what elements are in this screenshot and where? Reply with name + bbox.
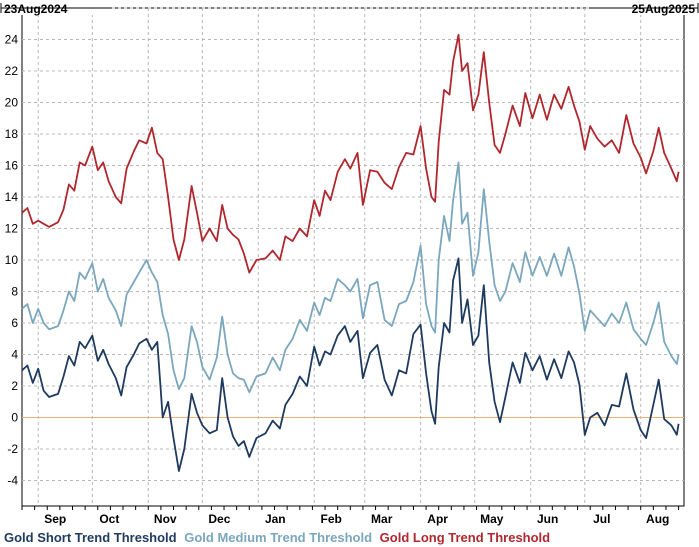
y-tick-label: 2 xyxy=(11,379,18,393)
y-tick-label: 12 xyxy=(5,222,19,236)
series-layer xyxy=(21,33,680,472)
x-tick-label: Dec xyxy=(208,512,230,526)
y-tick-label: 6 xyxy=(11,316,18,330)
legend-entry-long: Gold Long Trend Threshold xyxy=(379,530,551,545)
grid xyxy=(21,7,685,507)
y-tick-label: 8 xyxy=(11,285,18,299)
y-tick-label: 22 xyxy=(5,64,19,78)
legend-entry-medium: Gold Medium Trend Threshold xyxy=(184,530,373,545)
x-tick-label: Jun xyxy=(537,512,558,526)
series-line-short xyxy=(21,257,680,472)
series-line-long xyxy=(21,33,680,274)
y-tick-label: 16 xyxy=(5,159,19,173)
y-tick-label: 24 xyxy=(5,33,19,47)
end-date-label: 25Aug2025 xyxy=(632,2,696,16)
y-tick-label: -2 xyxy=(7,442,18,456)
y-tick-label: 20 xyxy=(5,96,19,110)
x-tick-label: Mar xyxy=(371,512,393,526)
axes: -4-202468101214161820222426SepOctNovDecJ… xyxy=(5,1,680,526)
series-line-medium xyxy=(21,161,680,394)
x-tick-label: Jan xyxy=(265,512,286,526)
y-tick-label: 14 xyxy=(5,190,19,204)
x-tick-label: Apr xyxy=(427,512,448,526)
x-tick-label: Nov xyxy=(154,512,177,526)
x-tick-label: Aug xyxy=(646,512,669,526)
plot-area xyxy=(21,7,685,507)
start-date-label: 23Aug2024 xyxy=(4,2,68,16)
y-tick-label: 10 xyxy=(5,253,19,267)
y-tick-label: 4 xyxy=(11,348,18,362)
date-range-header: 23Aug2024 25Aug2025 xyxy=(0,1,699,16)
legend-entry-short: Gold Short Trend Threshold xyxy=(4,530,177,545)
y-tick-label: 0 xyxy=(11,411,18,425)
x-tick-label: Oct xyxy=(99,512,119,526)
x-tick-label: Sep xyxy=(44,512,66,526)
y-tick-label: -4 xyxy=(7,474,18,488)
x-tick-label: Feb xyxy=(321,512,342,526)
y-tick-label: 18 xyxy=(5,127,19,141)
x-tick-label: Jul xyxy=(593,512,610,526)
legend: Gold Short Trend Threshold Gold Medium T… xyxy=(4,530,554,545)
x-tick-label: May xyxy=(480,512,504,526)
